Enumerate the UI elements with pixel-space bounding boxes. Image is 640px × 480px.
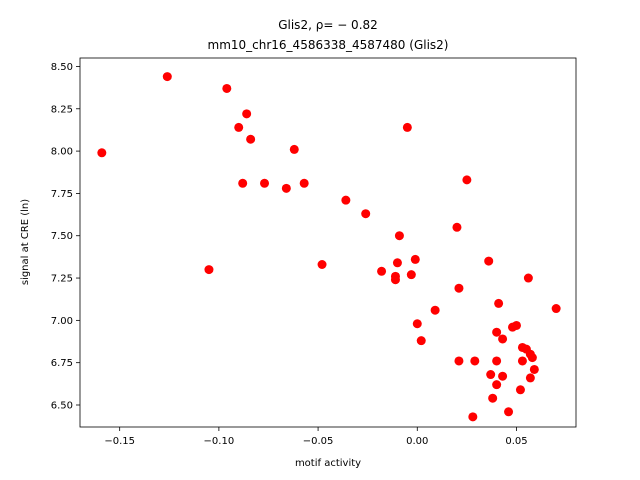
data-point: [394, 231, 404, 241]
data-point: [260, 178, 270, 188]
data-point: [410, 254, 420, 264]
data-point: [551, 304, 561, 314]
data-point: [454, 283, 464, 293]
data-points: [97, 72, 561, 422]
x-tick-label: 0.05: [505, 436, 527, 447]
data-point: [462, 175, 472, 185]
data-point: [377, 266, 387, 276]
y-tick-label: 7.50: [51, 231, 73, 242]
data-point: [281, 183, 291, 193]
chart-title-line2: mm10_chr16_4586338_4587480 (Glis2): [208, 38, 449, 52]
data-point: [430, 305, 440, 315]
y-tick-label: 8.50: [51, 62, 73, 73]
y-tick-label: 8.25: [51, 104, 73, 115]
data-point: [511, 320, 521, 330]
y-tick-label: 6.75: [51, 358, 73, 369]
data-point: [299, 178, 309, 188]
data-point: [242, 109, 252, 119]
data-point: [246, 134, 256, 144]
x-tick-label: −0.15: [104, 436, 135, 447]
data-point: [470, 356, 480, 366]
data-point: [498, 334, 508, 344]
x-axis-ticks: −0.15 −0.10 −0.05 0.00 0.05: [104, 427, 528, 447]
data-point: [361, 209, 371, 219]
data-point: [468, 412, 478, 422]
data-point: [416, 336, 426, 346]
data-point: [412, 319, 422, 329]
data-point: [523, 273, 533, 283]
data-point: [97, 148, 107, 158]
x-tick-label: 0.00: [406, 436, 428, 447]
data-point: [390, 275, 400, 285]
data-point: [484, 256, 494, 266]
data-point: [492, 380, 502, 390]
data-point: [204, 265, 214, 275]
y-tick-label: 7.75: [51, 189, 73, 200]
data-point: [525, 373, 535, 383]
data-point: [486, 370, 496, 380]
data-point: [162, 72, 172, 82]
y-tick-label: 7.25: [51, 274, 73, 285]
x-tick-label: −0.05: [303, 436, 334, 447]
data-point: [517, 356, 527, 366]
data-point: [454, 356, 464, 366]
data-point: [529, 364, 539, 374]
y-tick-label: 8.00: [51, 147, 73, 158]
data-point: [234, 122, 244, 132]
y-tick-label: 6.50: [51, 400, 73, 411]
data-point: [494, 298, 504, 308]
data-point: [527, 353, 537, 363]
data-point: [341, 195, 351, 205]
data-point: [452, 222, 462, 232]
y-axis-ticks: 6.50 6.75 7.00 7.25 7.50 7.75 8.00 8.25 8.50: [51, 62, 80, 411]
data-point: [515, 385, 525, 395]
x-axis-label: motif activity: [295, 458, 361, 469]
data-point: [238, 178, 248, 188]
data-point: [406, 270, 416, 280]
x-tick-label: −0.10: [204, 436, 235, 447]
data-point: [492, 327, 502, 337]
data-point: [492, 356, 502, 366]
data-point: [504, 407, 514, 417]
data-point: [222, 83, 232, 93]
y-axis-label: signal at CRE (ln): [20, 199, 31, 285]
data-point: [498, 371, 508, 381]
data-point: [402, 122, 412, 132]
y-tick-label: 7.00: [51, 316, 73, 327]
chart-title-line1: Glis2, ρ= − 0.82: [278, 18, 378, 32]
data-point: [317, 260, 327, 270]
data-point: [392, 258, 402, 268]
data-point: [289, 144, 299, 154]
data-point: [488, 393, 498, 403]
plot-area-frame: [79, 57, 577, 428]
